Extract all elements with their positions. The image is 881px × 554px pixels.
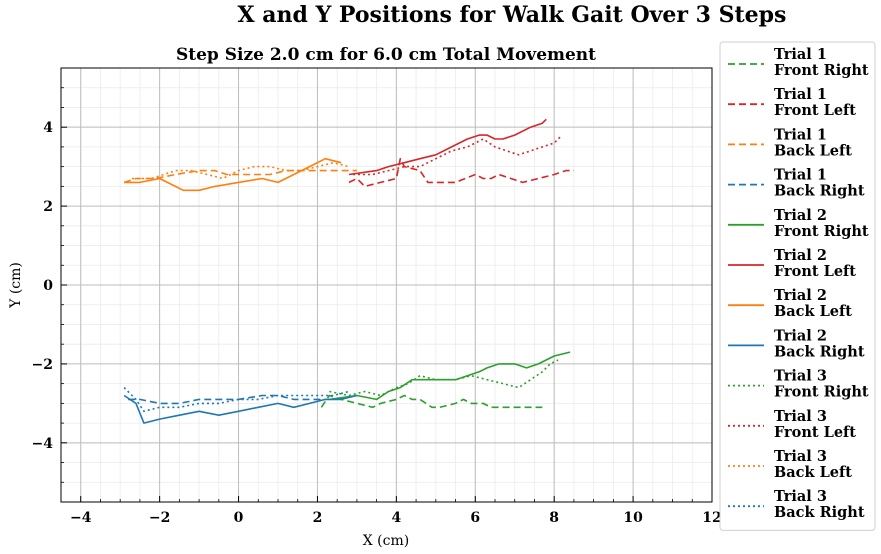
series-line <box>128 394 326 405</box>
legend-label-line: Front Left <box>774 102 856 119</box>
series-line <box>123 394 358 424</box>
y-tick-label: 2 <box>43 199 53 215</box>
legend-label-line: Back Right <box>774 504 865 521</box>
legend-label-line: Back Left <box>774 303 852 320</box>
series-line <box>329 359 559 397</box>
legend-label-line: Trial 1 <box>774 86 827 103</box>
legend-label-line: Trial 2 <box>774 327 827 344</box>
legend-label-line: Trial 3 <box>774 368 827 385</box>
legend-label: Trial 1 Front Right <box>774 46 869 79</box>
figure-suptitle: X and Y Positions for Walk Gait Over 3 S… <box>238 2 787 28</box>
x-tick-label: 8 <box>549 510 559 526</box>
plot-area: −4 −2 0 2 4 6 8 10 12 −4 −2 0 2 4 <box>32 67 722 526</box>
legend-label: Trial 1 Front Left <box>774 86 856 119</box>
series-line <box>320 394 543 409</box>
legend-label: Trial 1 Back Right <box>774 167 865 200</box>
legend-label-line: Front Right <box>774 223 869 240</box>
y-tick-label: 0 <box>43 278 53 294</box>
y-axis-label: Y (cm) <box>8 262 24 309</box>
x-tick-label: 10 <box>623 510 643 526</box>
legend-label-line: Trial 2 <box>774 247 827 264</box>
legend-label-line: Trial 1 <box>774 126 827 143</box>
legend-label: Trial 3 Front Left <box>774 408 856 441</box>
legend-label-line: Back Left <box>774 464 852 481</box>
legend-label-line: Trial 1 <box>774 46 827 63</box>
series-line <box>124 157 342 192</box>
series-line <box>123 169 357 184</box>
legend-label-line: Trial 3 <box>774 488 827 505</box>
legend-frame <box>719 41 876 531</box>
x-tick-label: −2 <box>149 510 170 526</box>
legend-label-line: Trial 2 <box>774 287 827 304</box>
legend-label: Trial 2 Back Right <box>774 327 865 360</box>
legend-label: Trial 3 Front Right <box>774 368 869 401</box>
legend-label: Trial 1 Back Left <box>774 126 852 159</box>
y-tick-label: 4 <box>43 120 53 136</box>
legend-label-line: Back Right <box>774 343 865 360</box>
x-tick-label: 12 <box>702 510 721 526</box>
legend-label: Trial 3 Back Right <box>774 488 865 521</box>
x-tick-label: 2 <box>313 510 323 526</box>
legend-label-line: Trial 2 <box>774 207 827 224</box>
x-tick-label: 4 <box>391 510 401 526</box>
x-tick-label: 0 <box>234 510 244 526</box>
series-line <box>353 134 563 176</box>
x-axis-label: X (cm) <box>363 533 409 549</box>
x-tick-label: −4 <box>70 510 92 526</box>
legend-label-line: Trial 3 <box>774 448 827 465</box>
series-line <box>132 161 350 180</box>
y-tick-label: −2 <box>32 357 53 373</box>
legend-label: Trial 2 Front Right <box>774 207 869 240</box>
legend-label-line: Back Left <box>774 142 852 159</box>
y-tick-label: −4 <box>32 436 54 452</box>
legend-label-line: Trial 1 <box>774 167 827 184</box>
legend-label-line: Front Right <box>774 384 869 401</box>
series-line <box>123 387 350 413</box>
legend-label-line: Front Right <box>774 62 869 79</box>
legend-label-line: Front Left <box>774 263 856 280</box>
legend-label-line: Trial 3 <box>774 408 827 425</box>
series-line <box>348 157 574 188</box>
series-group <box>123 118 574 424</box>
series-line <box>348 118 547 176</box>
x-tick-label: 6 <box>470 510 480 526</box>
series-line <box>329 351 571 401</box>
legend-label: Trial 2 Front Left <box>774 247 856 280</box>
plot-title: Step Size 2.0 cm for 6.0 cm Total Moveme… <box>176 45 596 65</box>
legend-label: Trial 2 Back Left <box>774 287 852 320</box>
legend-label-line: Back Right <box>774 183 865 200</box>
legend-label: Trial 3 Back Left <box>774 448 852 481</box>
legend-label-line: Front Left <box>774 424 856 441</box>
